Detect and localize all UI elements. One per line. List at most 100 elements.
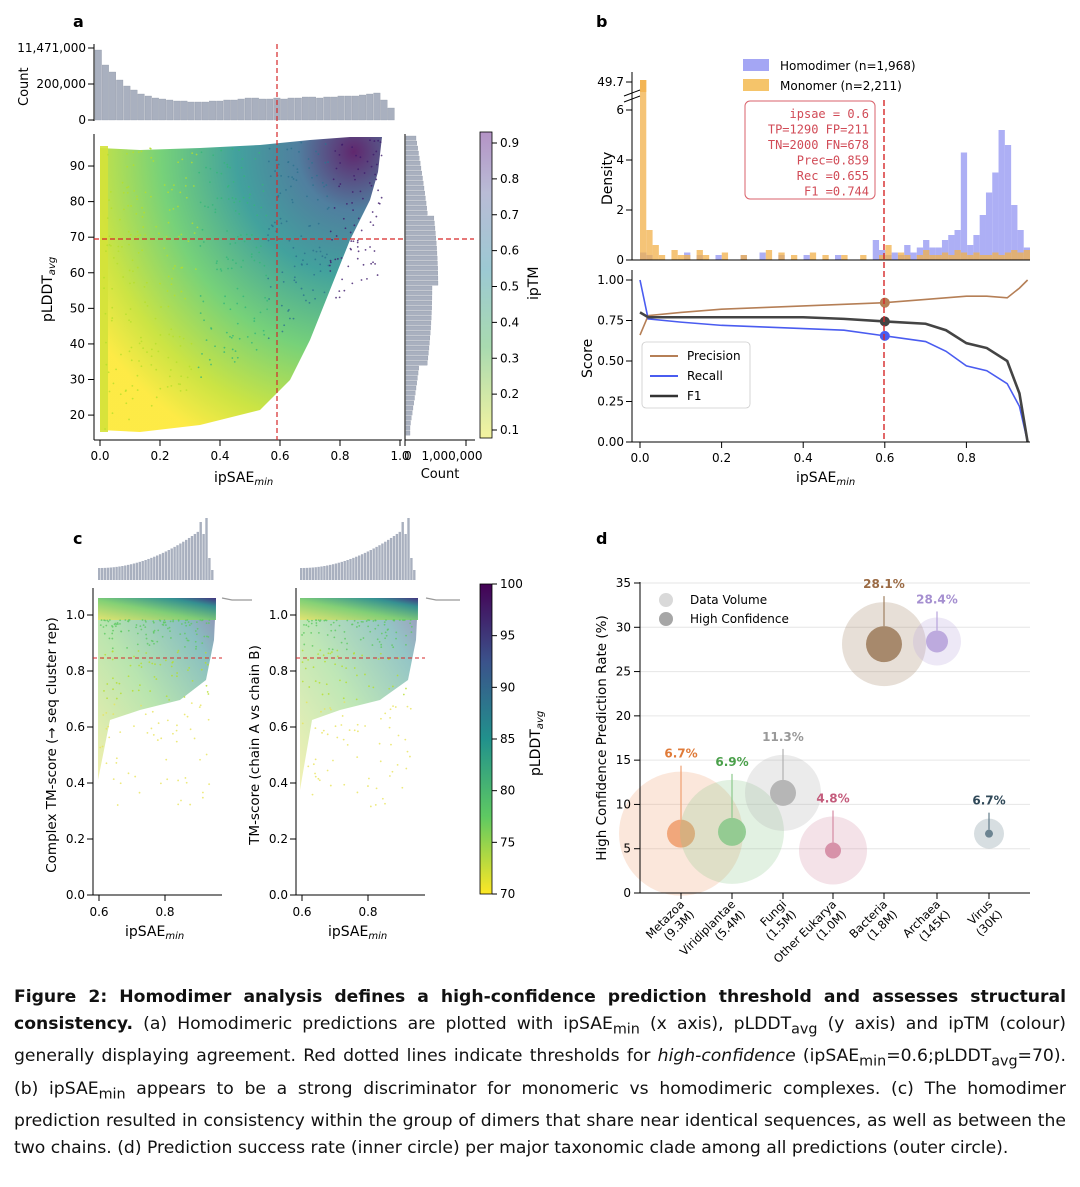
panel-c-left-side-histogram <box>221 597 252 601</box>
scatter-point <box>315 150 317 153</box>
scatter-point <box>353 174 355 177</box>
homodimer-bar <box>992 172 999 260</box>
c-hist-bar <box>372 548 375 580</box>
scatter-point <box>128 243 130 246</box>
c-scatter-point <box>380 646 383 649</box>
c-scatter-point <box>144 619 147 622</box>
c-scatter-point <box>155 678 158 680</box>
c-scatter-point <box>355 626 358 628</box>
c-scatter-point <box>144 626 147 629</box>
scatter-point <box>201 228 204 231</box>
monomer-bar <box>1023 250 1030 260</box>
scatter-point <box>143 211 146 214</box>
c-scatter-point <box>405 643 407 646</box>
c-scatter-point <box>334 629 337 632</box>
c-scatter-point <box>306 619 309 621</box>
c-scatter-point <box>195 633 198 636</box>
scatter-point <box>178 335 181 338</box>
c-scatter-point <box>165 758 168 761</box>
scatter-point <box>226 230 228 232</box>
scatter-point <box>138 360 140 362</box>
c-scatter-point <box>364 673 366 676</box>
c-scatter-point <box>145 637 148 640</box>
c-hist-bar <box>384 541 387 580</box>
scatter-point <box>267 160 270 163</box>
scatter-point <box>229 166 232 169</box>
scatter-point <box>216 260 218 263</box>
y-tick-a-6: 80 <box>70 195 85 209</box>
scatter-point <box>140 150 143 153</box>
scatter-point <box>244 306 247 309</box>
c-hist-bar <box>375 546 378 580</box>
c-hist-bar <box>115 566 118 580</box>
scatter-point <box>104 428 106 430</box>
side-hist-bar <box>405 375 418 381</box>
scatter-point <box>157 232 160 235</box>
c-hist-bar <box>205 518 208 580</box>
scatter-point <box>141 206 143 209</box>
density-tick-3: 6 <box>616 103 624 117</box>
scatter-point <box>130 205 132 207</box>
side-hist-bar <box>405 360 428 366</box>
scatter-point <box>152 160 155 162</box>
c-hist-bar <box>300 568 303 580</box>
c-scatter-point <box>338 624 341 627</box>
scatter-point <box>157 350 160 353</box>
scatter-point <box>122 191 125 194</box>
c-scatter-point <box>367 619 369 621</box>
c-scatter-point <box>339 679 341 682</box>
c-scatter-point <box>365 620 368 622</box>
scatter-point <box>300 263 303 266</box>
scatter-point <box>238 149 240 151</box>
scatter-point <box>370 262 373 265</box>
c-scatter-point <box>330 708 332 711</box>
scatter-point <box>199 312 202 315</box>
c-scatter-point <box>124 619 127 621</box>
scatter-point <box>338 290 341 292</box>
scatter-point <box>127 185 130 188</box>
scatter-point <box>274 170 276 172</box>
monomer-bar <box>992 252 999 260</box>
c-scatter-point <box>314 727 317 730</box>
scatter-point <box>232 181 235 183</box>
scatter-point <box>143 286 146 288</box>
scatter-point <box>122 276 125 278</box>
scatter-point <box>108 243 111 246</box>
c-hist-bar <box>358 555 361 580</box>
c-hist-bar <box>187 537 191 580</box>
scatter-point <box>268 228 270 230</box>
panel-d-y-ticks: 0 5 10 15 20 25 30 35 <box>616 576 640 900</box>
c-scatter-point <box>187 669 189 672</box>
c-scatter-point <box>398 619 401 621</box>
c-scatter-point <box>111 625 114 628</box>
scatter-point <box>259 311 262 314</box>
c-scatter-point <box>355 698 358 701</box>
scatter-point <box>150 363 153 366</box>
c-scatter-point <box>153 642 155 645</box>
homodimer-bar <box>910 252 917 260</box>
panel-a-y-ticks: 20 30 40 50 60 70 80 90 <box>70 159 94 422</box>
c-scatter-point <box>148 661 151 663</box>
c-hist-bar <box>211 570 214 580</box>
c-scatter-point <box>409 755 411 758</box>
x-tick-a-2: 0.4 <box>210 449 229 463</box>
c-hist-bar <box>147 558 150 580</box>
scatter-point <box>366 277 368 280</box>
c-scatter-point <box>302 632 305 634</box>
scatter-point <box>339 183 342 185</box>
homodimer-bar <box>935 247 942 260</box>
y-tick-c: 0.6 <box>269 720 288 734</box>
scatter-point <box>282 280 285 283</box>
monomer-bar <box>923 250 930 260</box>
scatter-point <box>335 235 338 237</box>
c-scatter-point <box>112 677 114 680</box>
c-scatter-point <box>118 682 121 685</box>
homodimer-bar <box>835 255 842 260</box>
scatter-point <box>163 247 166 250</box>
bubble-inner-virus <box>985 829 993 838</box>
side-hist-bar <box>405 325 431 331</box>
homodimer-bar <box>1004 145 1012 260</box>
scatter-point <box>155 396 158 399</box>
scatter-point <box>106 217 109 220</box>
